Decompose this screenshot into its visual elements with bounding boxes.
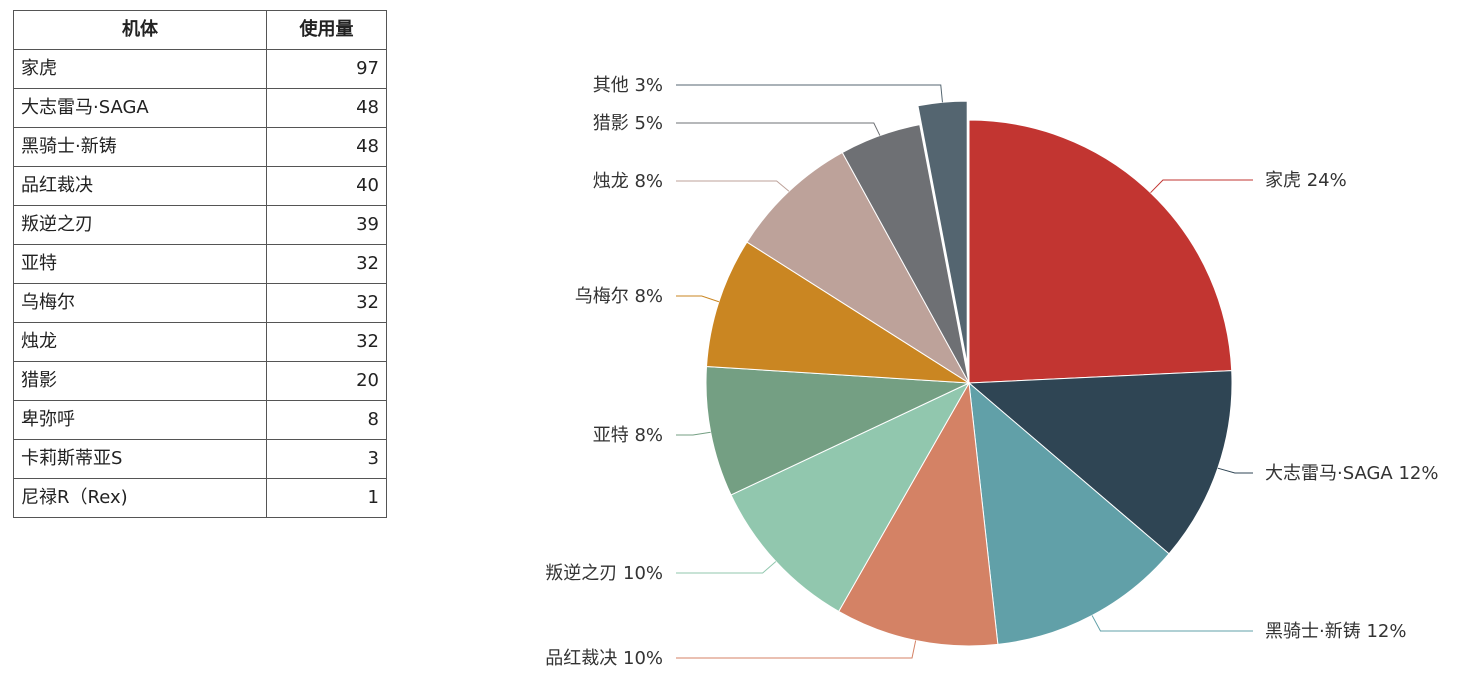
pie-slice — [746, 151, 970, 384]
slice-label: 乌梅尔 8% — [575, 286, 663, 307]
label-line — [676, 84, 943, 103]
header-usage: 使用量 — [266, 10, 387, 50]
slice-label: 品红裁决 10% — [545, 648, 663, 669]
row-value: 48 — [266, 88, 387, 128]
slice-label: 家虎 24% — [1265, 170, 1347, 191]
slice-label: 亚特 8% — [593, 425, 663, 446]
row-value: 3 — [266, 439, 387, 479]
row-name: 乌梅尔 — [13, 283, 267, 323]
table-row: 家虎 97 — [13, 49, 387, 89]
row-name: 烛龙 — [13, 322, 267, 362]
usage-table: 机体 使用量 家虎 97 大志雷马·SAGA 48 黑骑士·新铸 48 品红裁决 40 … — [13, 10, 387, 518]
table-row: 尼禄R（Rex) 1 — [13, 478, 387, 518]
label-line — [1217, 467, 1253, 474]
row-name: 品红裁决 — [13, 166, 267, 206]
slice-label: 大志雷马·SAGA 12% — [1265, 463, 1438, 484]
pie-slice — [841, 124, 970, 384]
row-value: 39 — [266, 205, 387, 245]
pie-slice — [968, 381, 1170, 645]
slice-label: 黑骑士·新铸 12% — [1265, 621, 1406, 642]
label-line — [676, 640, 917, 659]
table-row: 亚特 32 — [13, 244, 387, 284]
row-name: 黑骑士·新铸 — [13, 127, 267, 167]
row-name: 亚特 — [13, 244, 267, 284]
slice-labels: 家虎 24% 大志雷马·SAGA 12% 黑骑士·新铸 12% 品红裁决 10% 叛逆之… — [545, 75, 1438, 669]
row-value: 48 — [266, 127, 387, 167]
header-mech: 机体 — [13, 10, 267, 50]
label-line — [676, 180, 790, 192]
table-row: 品红裁决 40 — [13, 166, 387, 206]
pie-slice — [967, 370, 1233, 555]
table-header-row: 机体 使用量 — [13, 10, 387, 50]
label-line — [676, 295, 720, 303]
table-row: 烛龙 32 — [13, 322, 387, 362]
row-name: 叛逆之刃 — [13, 205, 267, 245]
slice-label: 烛龙 8% — [593, 171, 663, 192]
row-value: 1 — [266, 478, 387, 518]
pie-slice — [705, 241, 970, 384]
row-name: 大志雷马·SAGA — [13, 88, 267, 128]
slice-label: 叛逆之刃 10% — [545, 563, 663, 584]
table-row: 乌梅尔 32 — [13, 283, 387, 323]
label-lines — [676, 84, 1253, 659]
pie-slice — [968, 119, 1233, 384]
label-line — [676, 122, 881, 136]
row-value: 32 — [266, 283, 387, 323]
slice-label: 其他 3% — [593, 75, 663, 96]
label-line — [676, 431, 711, 436]
table-row: 叛逆之刃 39 — [13, 205, 387, 245]
pie-slices — [705, 100, 1233, 647]
table-row: 黑骑士·新铸 48 — [13, 127, 387, 167]
label-line — [1091, 615, 1253, 632]
pie-slice — [838, 381, 999, 647]
row-value: 32 — [266, 244, 387, 284]
row-name: 尼禄R（Rex) — [13, 478, 267, 518]
row-value: 20 — [266, 361, 387, 401]
row-value: 97 — [266, 49, 387, 89]
row-name: 卑弥呼 — [13, 400, 267, 440]
table-row: 大志雷马·SAGA 48 — [13, 88, 387, 128]
label-line — [676, 561, 777, 574]
slice-label: 猎影 5% — [593, 113, 663, 134]
row-value: 40 — [266, 166, 387, 206]
table-row: 卑弥呼 8 — [13, 400, 387, 440]
label-line — [1150, 179, 1253, 194]
